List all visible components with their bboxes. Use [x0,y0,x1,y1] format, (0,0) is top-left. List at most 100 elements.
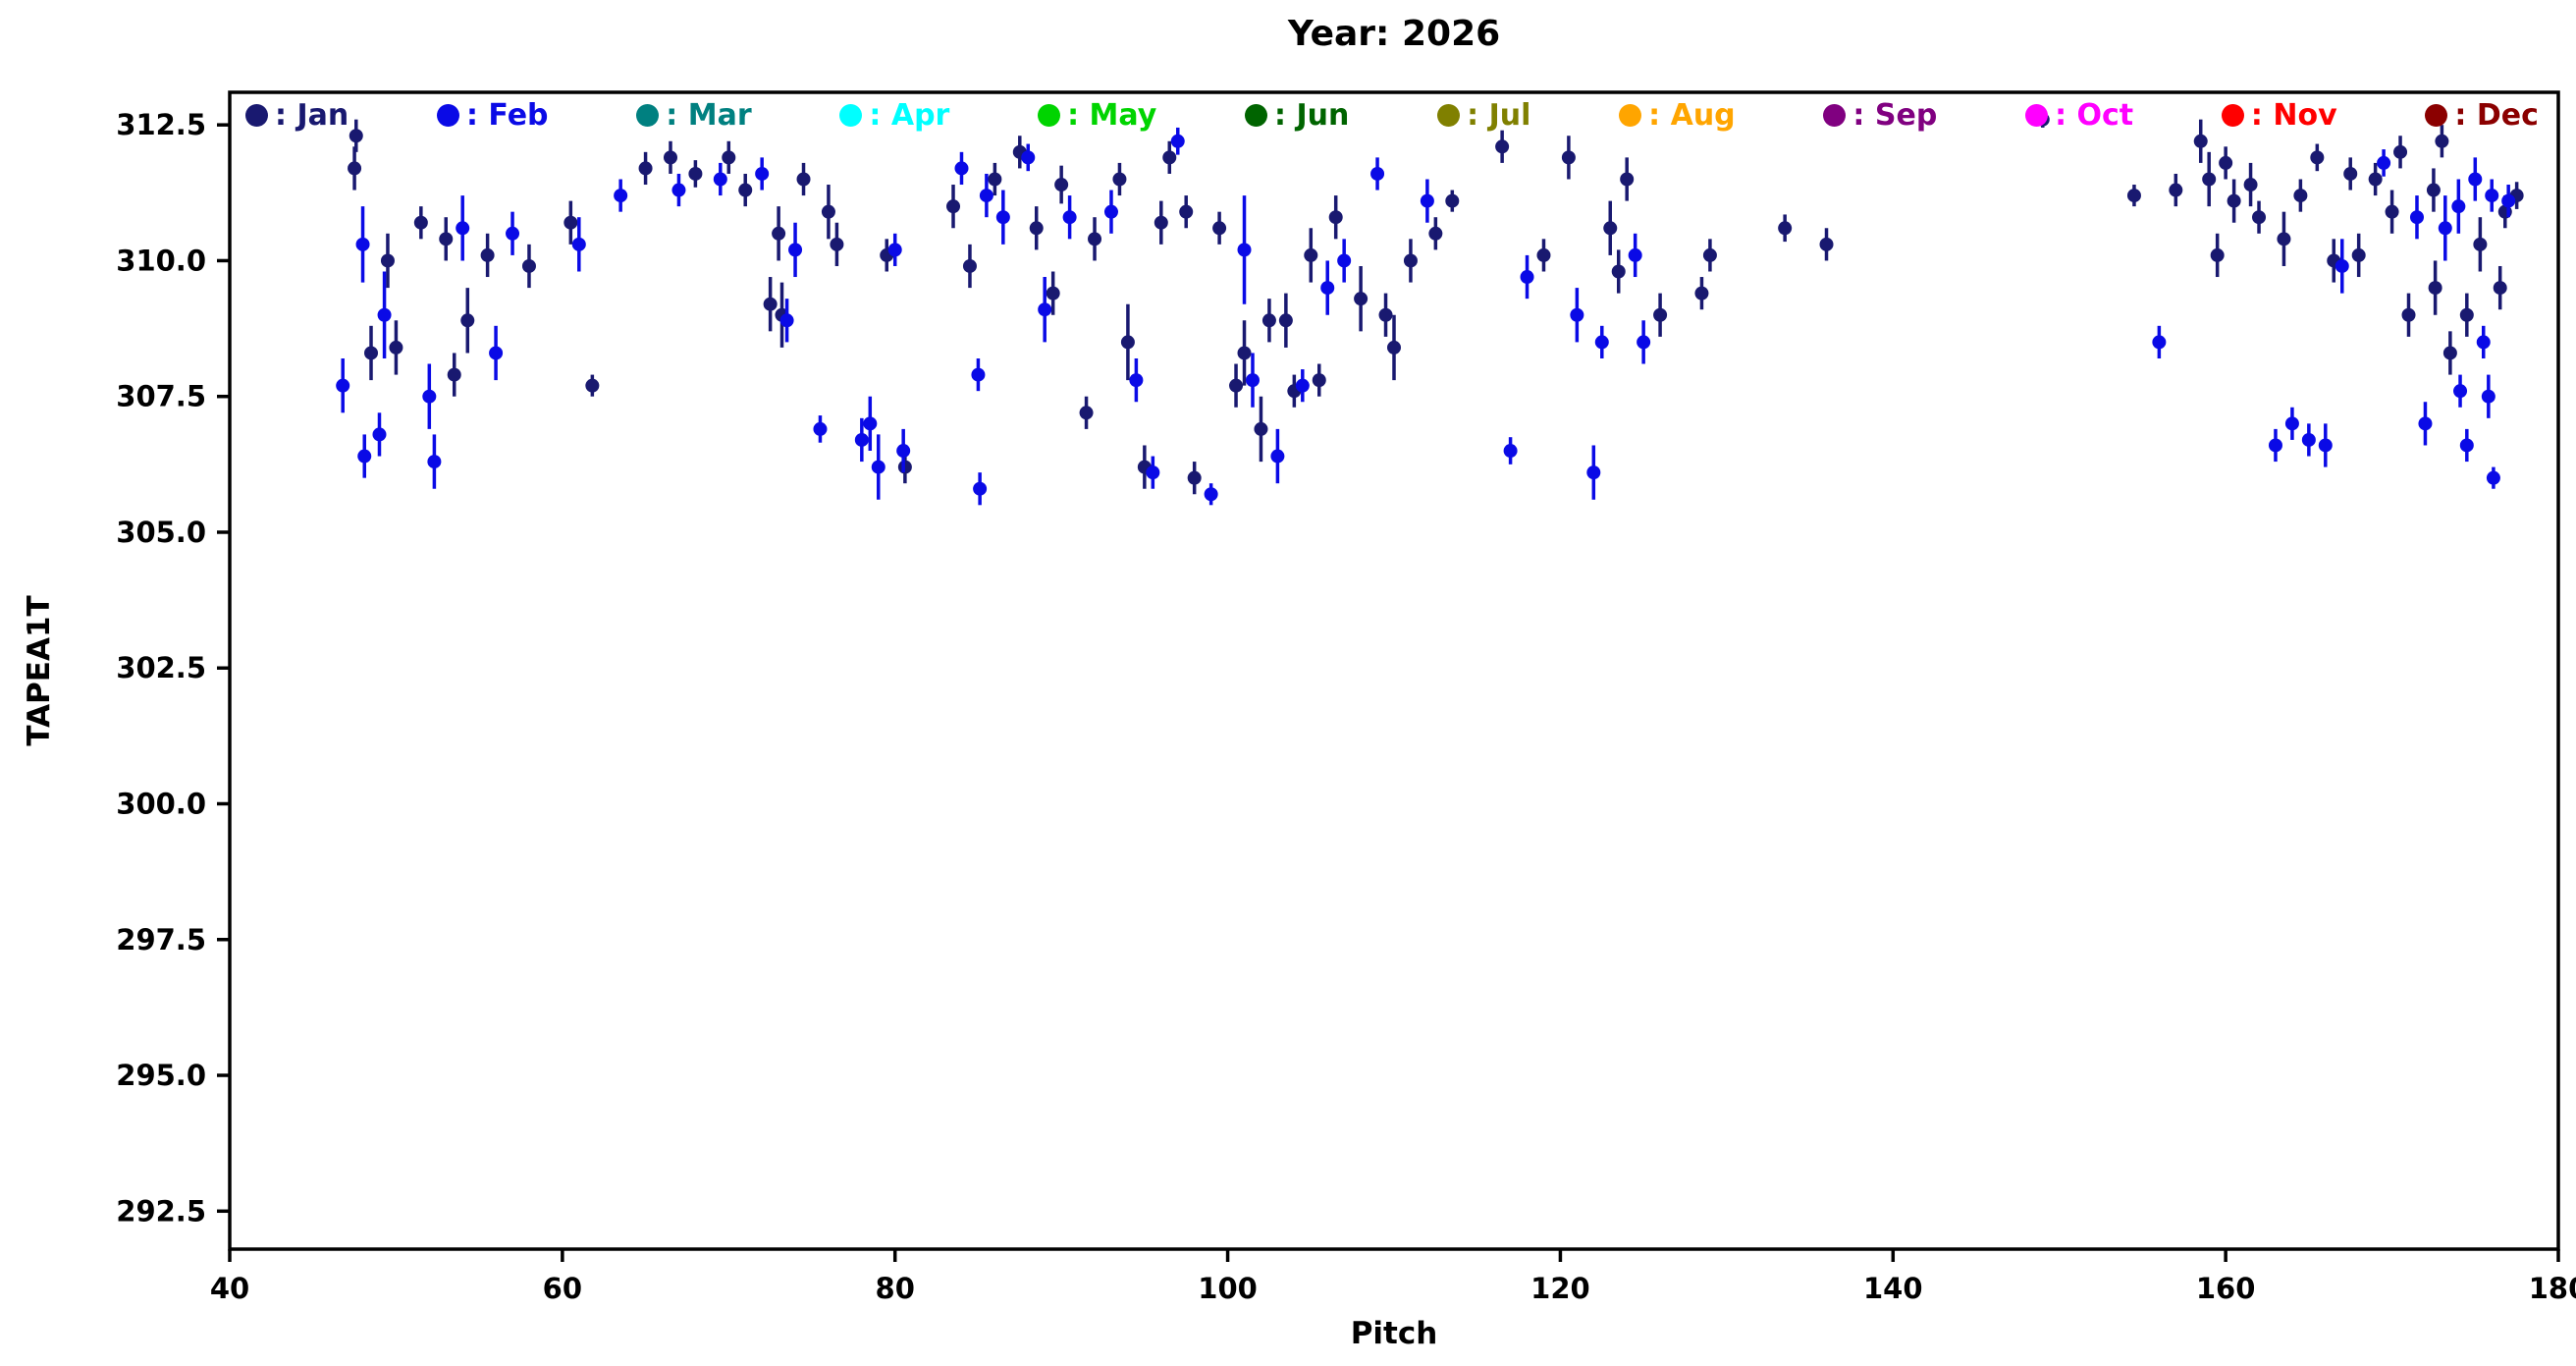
legend-marker-icon [2025,104,2049,127]
data-point [713,172,727,187]
data-point [1237,243,1252,257]
legend-label: : Jul [1467,98,1531,133]
data-point [1088,232,1102,246]
legend-item-may: : May [1038,98,1156,133]
data-point [995,210,1010,225]
legend-label: : May [1067,98,1157,133]
data-point [413,215,428,230]
legend: : Jan: Feb: Mar: Apr: May: Jun: Jul: Aug… [245,98,2539,133]
data-point [1536,247,1551,262]
x-tick-label: 60 [543,1272,582,1305]
data-point [988,172,1002,187]
data-point [1428,226,1443,241]
x-tick-label: 180 [2529,1272,2576,1305]
legend-item-sep: : Sep [1823,98,1937,133]
legend-label: : Jun [1274,98,1350,133]
data-point [2453,384,2468,399]
data-point [1038,302,1052,317]
data-point [2377,155,2391,170]
data-point [364,346,379,360]
data-point [2202,172,2217,187]
data-point [1212,221,1227,236]
legend-marker-icon [1245,104,1268,127]
data-point [2393,144,2408,159]
data-point [336,378,350,393]
data-point [1021,150,1036,165]
data-point [821,204,835,219]
y-tick-label: 307.5 [116,380,206,413]
data-point [2310,150,2325,165]
legend-item-jun: : Jun [1245,98,1349,133]
data-point [2343,166,2358,181]
data-point [722,150,736,165]
data-point [962,258,977,273]
data-point [564,215,578,230]
x-tick-label: 140 [1863,1272,1923,1305]
data-point [663,150,677,165]
data-point [1237,346,1252,360]
data-point [1120,335,1135,350]
legend-label: : Sep [1852,98,1938,133]
data-point [971,367,986,382]
data-point [2318,438,2333,453]
data-point [2210,247,2225,262]
data-point [979,189,993,203]
data-point [1387,340,1401,355]
legend-marker-icon [1038,104,1061,127]
data-point [946,199,961,214]
data-point [1702,247,1717,262]
data-point [1586,465,1601,480]
legend-label: : Nov [2250,98,2337,133]
data-point [1204,487,1218,502]
legend-item-jan: : Jan [245,98,349,133]
data-point [2301,432,2316,447]
data-point [2268,438,2282,453]
data-point [1495,139,1510,154]
data-point [2243,178,2258,192]
data-point [896,444,911,459]
data-point [954,161,969,176]
data-point [1503,444,1518,459]
data-point [1694,286,1709,301]
data-point [2293,189,2308,203]
x-tick-label: 100 [1198,1272,1258,1305]
data-point [973,481,988,496]
data-point [2438,221,2452,236]
data-point [2468,172,2483,187]
data-point [772,226,786,241]
data-point [2442,346,2457,360]
data-point [380,253,395,268]
data-point [2252,210,2267,225]
data-point [2334,258,2349,273]
x-tick-label: 40 [210,1272,249,1305]
legend-label: : Oct [2055,98,2134,133]
data-point [1154,215,1168,230]
data-point [2193,134,2208,148]
data-point [2426,183,2441,197]
data-point [2485,189,2499,203]
data-point [377,307,392,322]
legend-item-jul: : Jul [1437,98,1530,133]
data-point [2409,210,2424,225]
data-point [480,247,495,262]
data-point [439,232,454,246]
data-point [1170,134,1185,148]
data-point [1295,378,1310,393]
data-point [763,297,778,311]
y-tick-label: 297.5 [116,923,206,956]
data-point [1245,373,1260,388]
data-point [2219,155,2233,170]
legend-marker-icon [245,104,268,127]
legend-item-feb: : Feb [436,98,549,133]
data-point [1328,210,1343,225]
data-point [2351,247,2366,262]
legend-label: : Mar [666,98,752,133]
data-point [2227,193,2241,208]
data-point [2481,389,2496,404]
legend-marker-icon [1619,104,1642,127]
data-point [1112,172,1127,187]
data-point [1378,307,1393,322]
data-point [1304,247,1318,262]
y-tick-label: 310.0 [116,244,206,277]
legend-label: : Jan [275,98,349,133]
